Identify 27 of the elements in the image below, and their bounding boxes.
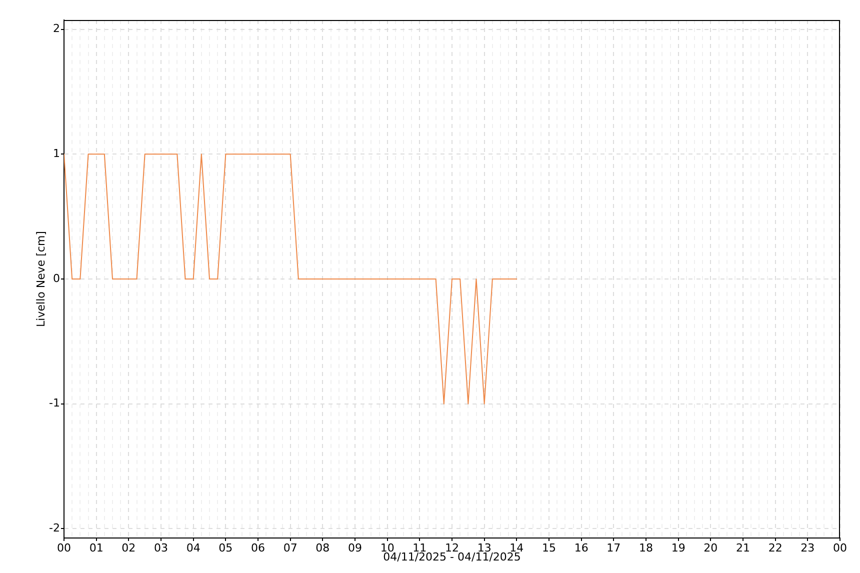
x-tick-label: 04 bbox=[186, 541, 200, 554]
x-tick-label: 06 bbox=[251, 541, 265, 554]
x-tick-label: 16 bbox=[574, 541, 588, 554]
x-tick-label: 05 bbox=[218, 541, 233, 554]
y-tick-label: 2 bbox=[53, 22, 60, 36]
x-tick-label: 00 bbox=[833, 541, 847, 554]
x-tick-label: 20 bbox=[704, 541, 718, 554]
x-tick-label: 19 bbox=[671, 541, 686, 554]
y-tick-label: 0 bbox=[53, 272, 60, 285]
y-tick-label: -2 bbox=[49, 522, 60, 534]
x-tick-label: 00 bbox=[57, 541, 71, 554]
x-tick-label: 23 bbox=[800, 541, 815, 554]
x-tick-label: 17 bbox=[606, 541, 621, 554]
x-tick-label: 09 bbox=[348, 541, 362, 554]
x-tick-label: 15 bbox=[542, 541, 556, 554]
x-tick-label: 21 bbox=[736, 541, 750, 554]
x-tick-label: 12 bbox=[445, 541, 459, 554]
x-tick-label: 22 bbox=[768, 541, 782, 554]
x-tick-label: 01 bbox=[89, 541, 104, 554]
x-tick-label: 08 bbox=[316, 541, 330, 554]
x-tick-label: 18 bbox=[639, 541, 653, 554]
x-tick-label: 02 bbox=[122, 541, 136, 554]
y-tick-label: -1 bbox=[49, 396, 60, 410]
x-tick-label: 07 bbox=[283, 541, 298, 554]
y-tick-label: 1 bbox=[53, 147, 60, 160]
y-axis-title: Livello Neve [cm] bbox=[34, 231, 48, 327]
x-tick-label: 03 bbox=[154, 541, 168, 554]
